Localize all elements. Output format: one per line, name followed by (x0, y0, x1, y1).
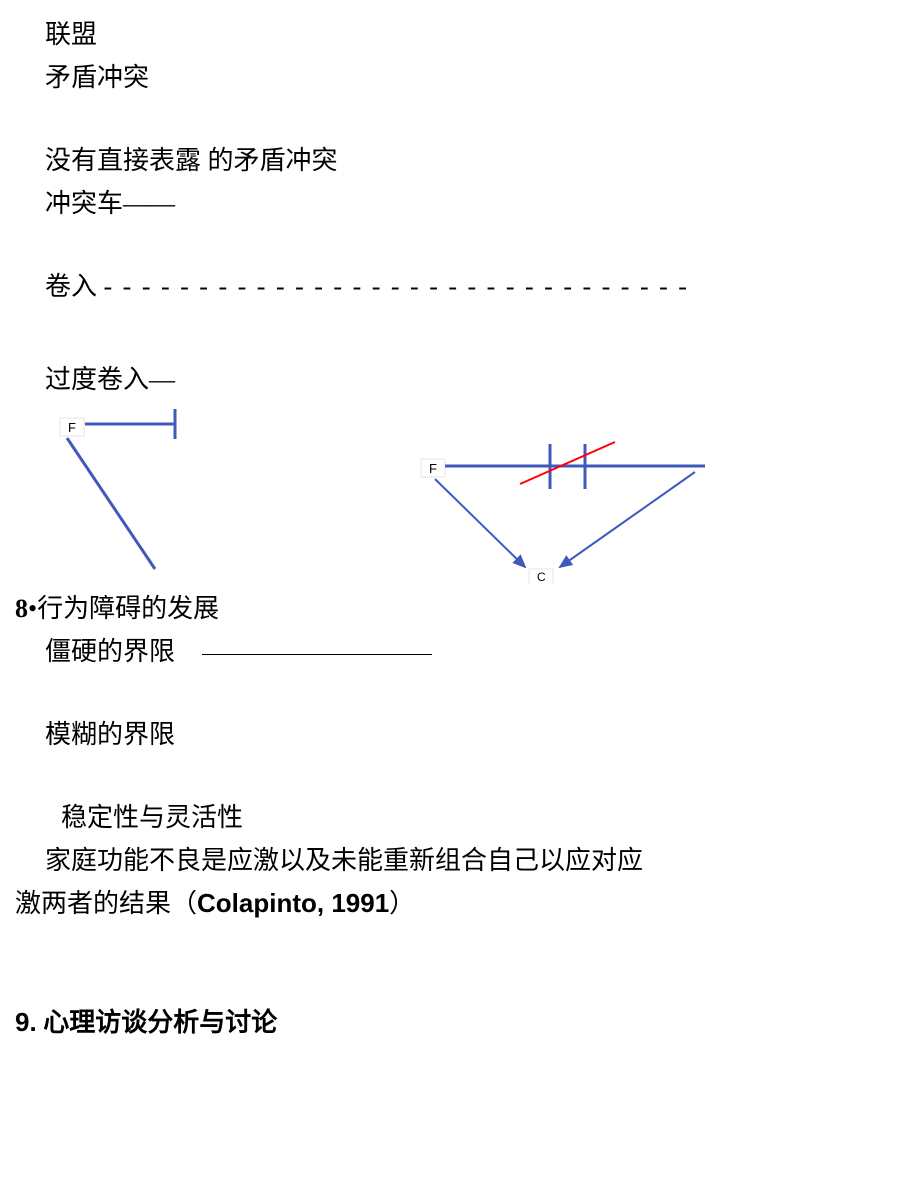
arrow-f-to-c (435, 479, 525, 567)
section9-number: 9. (15, 1007, 37, 1037)
paragraph: 家庭功能不良是应激以及未能重新组合自己以应对应 激两者的结果（Colapinto… (45, 841, 875, 923)
text-indirect-conflict: 没有直接表露 的矛盾冲突 (45, 141, 875, 180)
section-8: 8•行为障碍的发展 僵硬的界限 模糊的界限 稳定性与灵活性 家庭功能不良是应激以… (45, 589, 875, 923)
rigid-boundary-label: 僵硬的界限 (45, 637, 175, 666)
stability-flexibility: 稳定性与灵活性 (45, 798, 875, 837)
section8-bullet: • (28, 594, 37, 623)
text-involvement: 卷入 - - - - - - - - - - - - - - - - - - -… (45, 267, 875, 306)
label-f2: F (429, 461, 437, 476)
blank-line (202, 654, 432, 655)
text-over-involvement: 过度卷入— (45, 360, 875, 399)
text-conflict: 矛盾冲突 (45, 58, 875, 97)
diagram-svg: F F (45, 404, 875, 584)
dashed-line: - - - - - - - - - - - - - - - - - - - - … (104, 267, 689, 306)
diagrams: F F (45, 404, 875, 584)
left-diagonal (67, 438, 155, 569)
para2-start: 激两者的结果（ (15, 889, 197, 918)
section8-number: 8 (15, 594, 28, 623)
section8-title: 行为障碍的发展 (37, 594, 219, 623)
para2-end: ） (389, 889, 415, 918)
rigid-boundary: 僵硬的界限 (45, 632, 875, 671)
arrow-m-to-c (560, 472, 695, 567)
citation: Colapinto, 1991 (197, 888, 389, 918)
section-9: 9. 心理访谈分析与讨论 (45, 1003, 875, 1042)
involvement-label: 卷入 (45, 272, 104, 301)
label-f1: F (68, 420, 76, 435)
para-line2: 激两者的结果（Colapinto, 1991） (15, 884, 875, 923)
red-cross-line (520, 442, 615, 484)
para-line1: 家庭功能不良是应激以及未能重新组合自己以应对应 (45, 841, 875, 880)
section9-title: 心理访谈分析与讨论 (43, 1008, 277, 1037)
label-c: C (537, 570, 546, 584)
fuzzy-boundary: 模糊的界限 (45, 715, 875, 754)
text-alliance: 联盟 (45, 15, 875, 54)
text-conflict-car: 冲突车—— (45, 184, 875, 223)
